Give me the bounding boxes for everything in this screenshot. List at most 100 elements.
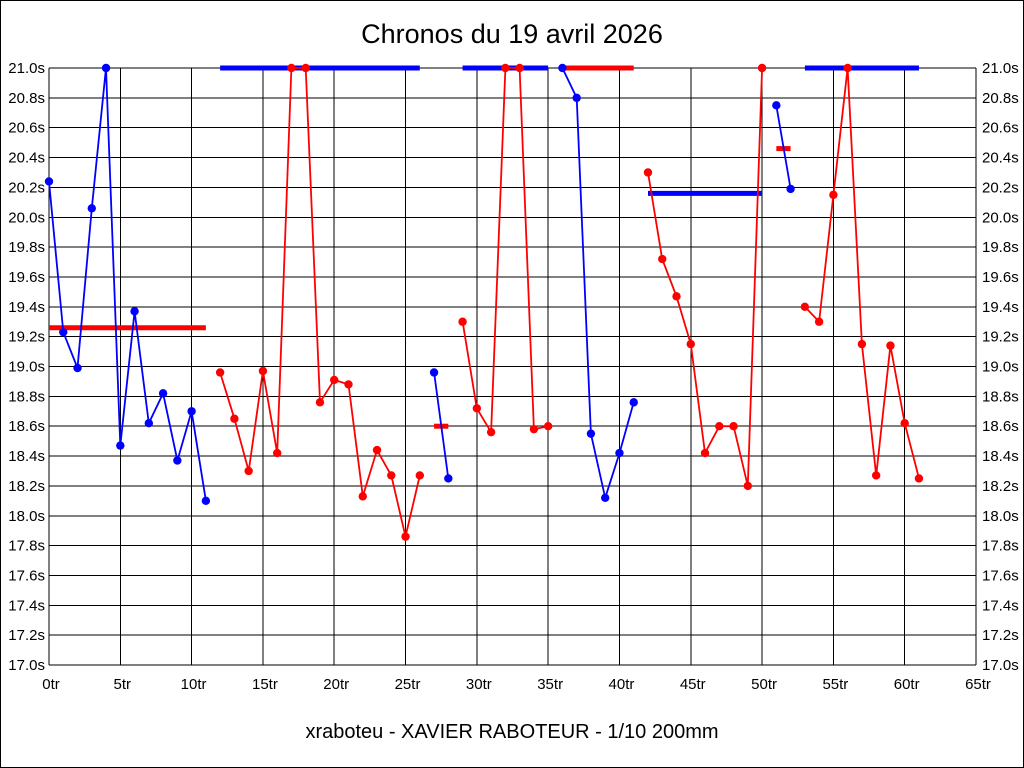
data-point [814,317,824,326]
y-axis-label-right: 18.2s [982,478,1019,495]
data-point [658,254,667,264]
y-axis-label-right: 17.0s [982,657,1019,674]
y-axis-label-left: 18.2s [8,478,45,495]
y-axis-label-left: 20.0s [8,209,45,226]
y-axis-label-left: 18.4s [8,448,45,465]
y-axis-label-left: 17.0s [8,657,45,674]
data-point [843,63,852,73]
y-axis-label-left: 17.6s [8,567,45,584]
series-line [561,67,635,499]
data-point [501,63,510,73]
data-point [301,63,310,73]
data-point [358,492,367,501]
data-point [486,427,496,437]
series-line [219,67,421,538]
data-point [215,368,225,377]
data-point [643,168,653,177]
y-axis-label-right: 19.2s [982,329,1019,346]
y-axis-label-left: 20.2s [8,179,45,196]
y-axis-label-left: 18.0s [8,508,45,525]
data-point [458,317,467,326]
series-line [775,105,792,190]
data-point [900,419,909,428]
y-axis-label-right: 20.0s [982,209,1019,226]
data-point [372,445,382,455]
y-axis-label-left: 18.6s [8,418,45,435]
y-axis-label-left: 20.4s [8,150,45,167]
x-axis-label: 35tr [537,676,563,693]
y-axis-label-right: 18.8s [982,388,1019,405]
data-point [529,424,539,434]
data-point [44,177,54,186]
data-point [629,398,638,407]
data-point [387,471,396,480]
chart-title: Chronos du 19 avril 2026 [361,19,663,49]
data-point [101,63,111,73]
y-axis-label-left: 21.0s [8,60,45,77]
y-axis-label-right: 17.6s [982,567,1019,584]
data-point [59,327,68,337]
y-axis-label-right: 19.8s [982,239,1019,256]
y-axis-label-right: 19.0s [982,359,1019,376]
x-axis-label: 0tr [42,676,60,693]
data-point [87,204,96,213]
data-point [772,101,781,110]
y-axis-label-right: 17.2s [982,627,1019,644]
data-point [914,474,924,483]
x-axis-label: 15tr [252,676,278,693]
data-point [415,471,424,480]
y-axis-label-right: 19.6s [982,269,1019,286]
data-point [543,422,553,431]
data-point [272,448,282,458]
x-axis-label: 55tr [822,676,848,693]
data-point [743,481,753,491]
data-point [857,339,867,349]
data-point [601,493,610,503]
x-axis-label: 50tr [751,676,777,693]
data-point [558,63,567,73]
data-point [401,532,410,541]
data-point [244,466,253,476]
y-axis-label-left: 17.2s [8,627,45,644]
data-point [173,456,182,465]
y-axis-label-left: 17.8s [8,538,45,555]
y-axis-label-right: 18.6s [982,418,1019,435]
series-line [48,67,207,501]
data-point [786,184,795,194]
data-point [757,63,767,73]
y-axis-label-right: 20.2s [982,179,1019,196]
y-axis-label-right: 17.4s [982,597,1019,614]
x-axis-label: 65tr [965,676,991,693]
data-point [686,339,695,349]
data-point [201,496,211,506]
data-point [429,368,439,377]
data-point [515,63,524,73]
data-point [715,422,724,431]
data-point [116,441,125,450]
y-axis-label-left: 19.2s [8,329,45,346]
y-axis-label-right: 18.0s [982,508,1019,525]
data-point [158,389,168,398]
y-axis-label-right: 20.8s [982,90,1019,107]
y-axis-label-right: 21.0s [982,60,1019,77]
x-axis-label: 25tr [395,676,421,693]
series-line [804,67,920,479]
data-point [230,414,239,423]
y-axis-label-left: 20.6s [8,120,45,137]
data-point [130,307,139,316]
y-axis-label-right: 19.4s [982,299,1019,316]
data-point [258,366,268,376]
y-axis-label-left: 19.6s [8,269,45,286]
x-axis-label: 20tr [323,676,349,693]
y-axis-label-left: 19.8s [8,239,45,256]
data-point [586,429,596,438]
data-point [829,190,838,200]
data-point [800,302,810,311]
y-axis-label-left: 19.4s [8,299,45,316]
x-axis-label: 45tr [680,676,706,693]
data-point [572,93,581,103]
x-axis-label: 10tr [181,676,207,693]
data-point [187,407,196,416]
data-point [344,380,353,389]
